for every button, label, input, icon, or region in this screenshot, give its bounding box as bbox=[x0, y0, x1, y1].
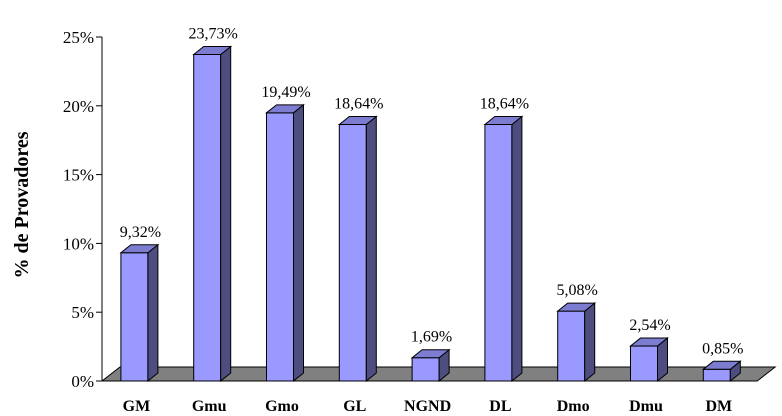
x-tick-label-GM: GM bbox=[123, 398, 151, 415]
x-tick-label-GL: GL bbox=[343, 398, 366, 415]
bar-side-Dmo bbox=[584, 302, 596, 383]
y-tick-label: 15% bbox=[63, 166, 94, 185]
bar-top-Dmu bbox=[629, 337, 669, 347]
data-label-DL: 18,64% bbox=[480, 96, 529, 113]
x-tick-label-NGND: NGND bbox=[404, 398, 451, 415]
x-tick-label-DL: DL bbox=[489, 398, 511, 415]
bar-top-DL bbox=[483, 116, 524, 126]
data-label-Dmu: 2,54% bbox=[629, 317, 670, 334]
data-label-GL: 18,64% bbox=[334, 96, 383, 113]
bar-top-GM bbox=[119, 244, 160, 254]
bar-series bbox=[119, 45, 742, 383]
y-tick-label: 5% bbox=[71, 303, 94, 322]
data-label-Dmo: 5,08% bbox=[557, 282, 598, 299]
bar-top-DM bbox=[701, 360, 742, 370]
bar-side-GM bbox=[147, 243, 159, 383]
y-tick-label: 0% bbox=[71, 372, 94, 391]
y-axis-title: % de Provadores bbox=[11, 131, 33, 278]
bar-top-Gmu bbox=[192, 45, 233, 55]
data-label-GM: 9,32% bbox=[120, 224, 161, 241]
x-axis-labels: GM Gmu Gmo GL NGND DL Dmo Dmu DM bbox=[123, 398, 733, 415]
bar-DL bbox=[484, 124, 513, 382]
bar-GM bbox=[120, 252, 149, 382]
data-label-NGND: 1,69% bbox=[411, 329, 452, 346]
x-tick-label-DM: DM bbox=[705, 398, 732, 415]
bar-NGND bbox=[411, 357, 440, 382]
data-label-Gmo: 19,49% bbox=[261, 84, 310, 101]
bar-side-Gmo bbox=[293, 103, 304, 383]
y-tick-label: 20% bbox=[63, 97, 94, 116]
y-axis: 0% 5% 10% 15% 20% 25% bbox=[63, 28, 103, 391]
x-tick-label-Gmu: Gmu bbox=[192, 398, 227, 415]
bar-side-DL bbox=[511, 115, 523, 383]
x-tick-label-Dmu: Dmu bbox=[629, 398, 663, 415]
bar-Dmo bbox=[557, 310, 586, 382]
bar-top-GL bbox=[337, 116, 378, 126]
bar-top-Dmo bbox=[556, 302, 597, 312]
bar-GL bbox=[338, 124, 367, 382]
data-label-DM: 0,85% bbox=[702, 340, 743, 357]
bar-side-Gmu bbox=[220, 45, 232, 383]
bar-top-Gmo bbox=[265, 104, 305, 114]
x-tick-label-Dmo: Dmo bbox=[557, 398, 590, 415]
bar-side-GL bbox=[365, 115, 377, 383]
data-label-Gmu: 23,73% bbox=[189, 25, 238, 42]
bar-top-NGND bbox=[410, 349, 451, 359]
data-labels: 9,32% 23,73% 19,49% 18,64% 1,69% 18,64% 5,08% 2… bbox=[120, 25, 744, 357]
bar-Dmu bbox=[630, 345, 658, 382]
y-tick-label: 10% bbox=[63, 234, 94, 253]
y-tick-label: 25% bbox=[63, 28, 94, 47]
bar-DM bbox=[702, 368, 731, 382]
x-tick-label-Gmo: Gmo bbox=[265, 398, 299, 415]
bar-Gmu bbox=[193, 53, 222, 382]
bar-Gmo bbox=[266, 112, 294, 382]
